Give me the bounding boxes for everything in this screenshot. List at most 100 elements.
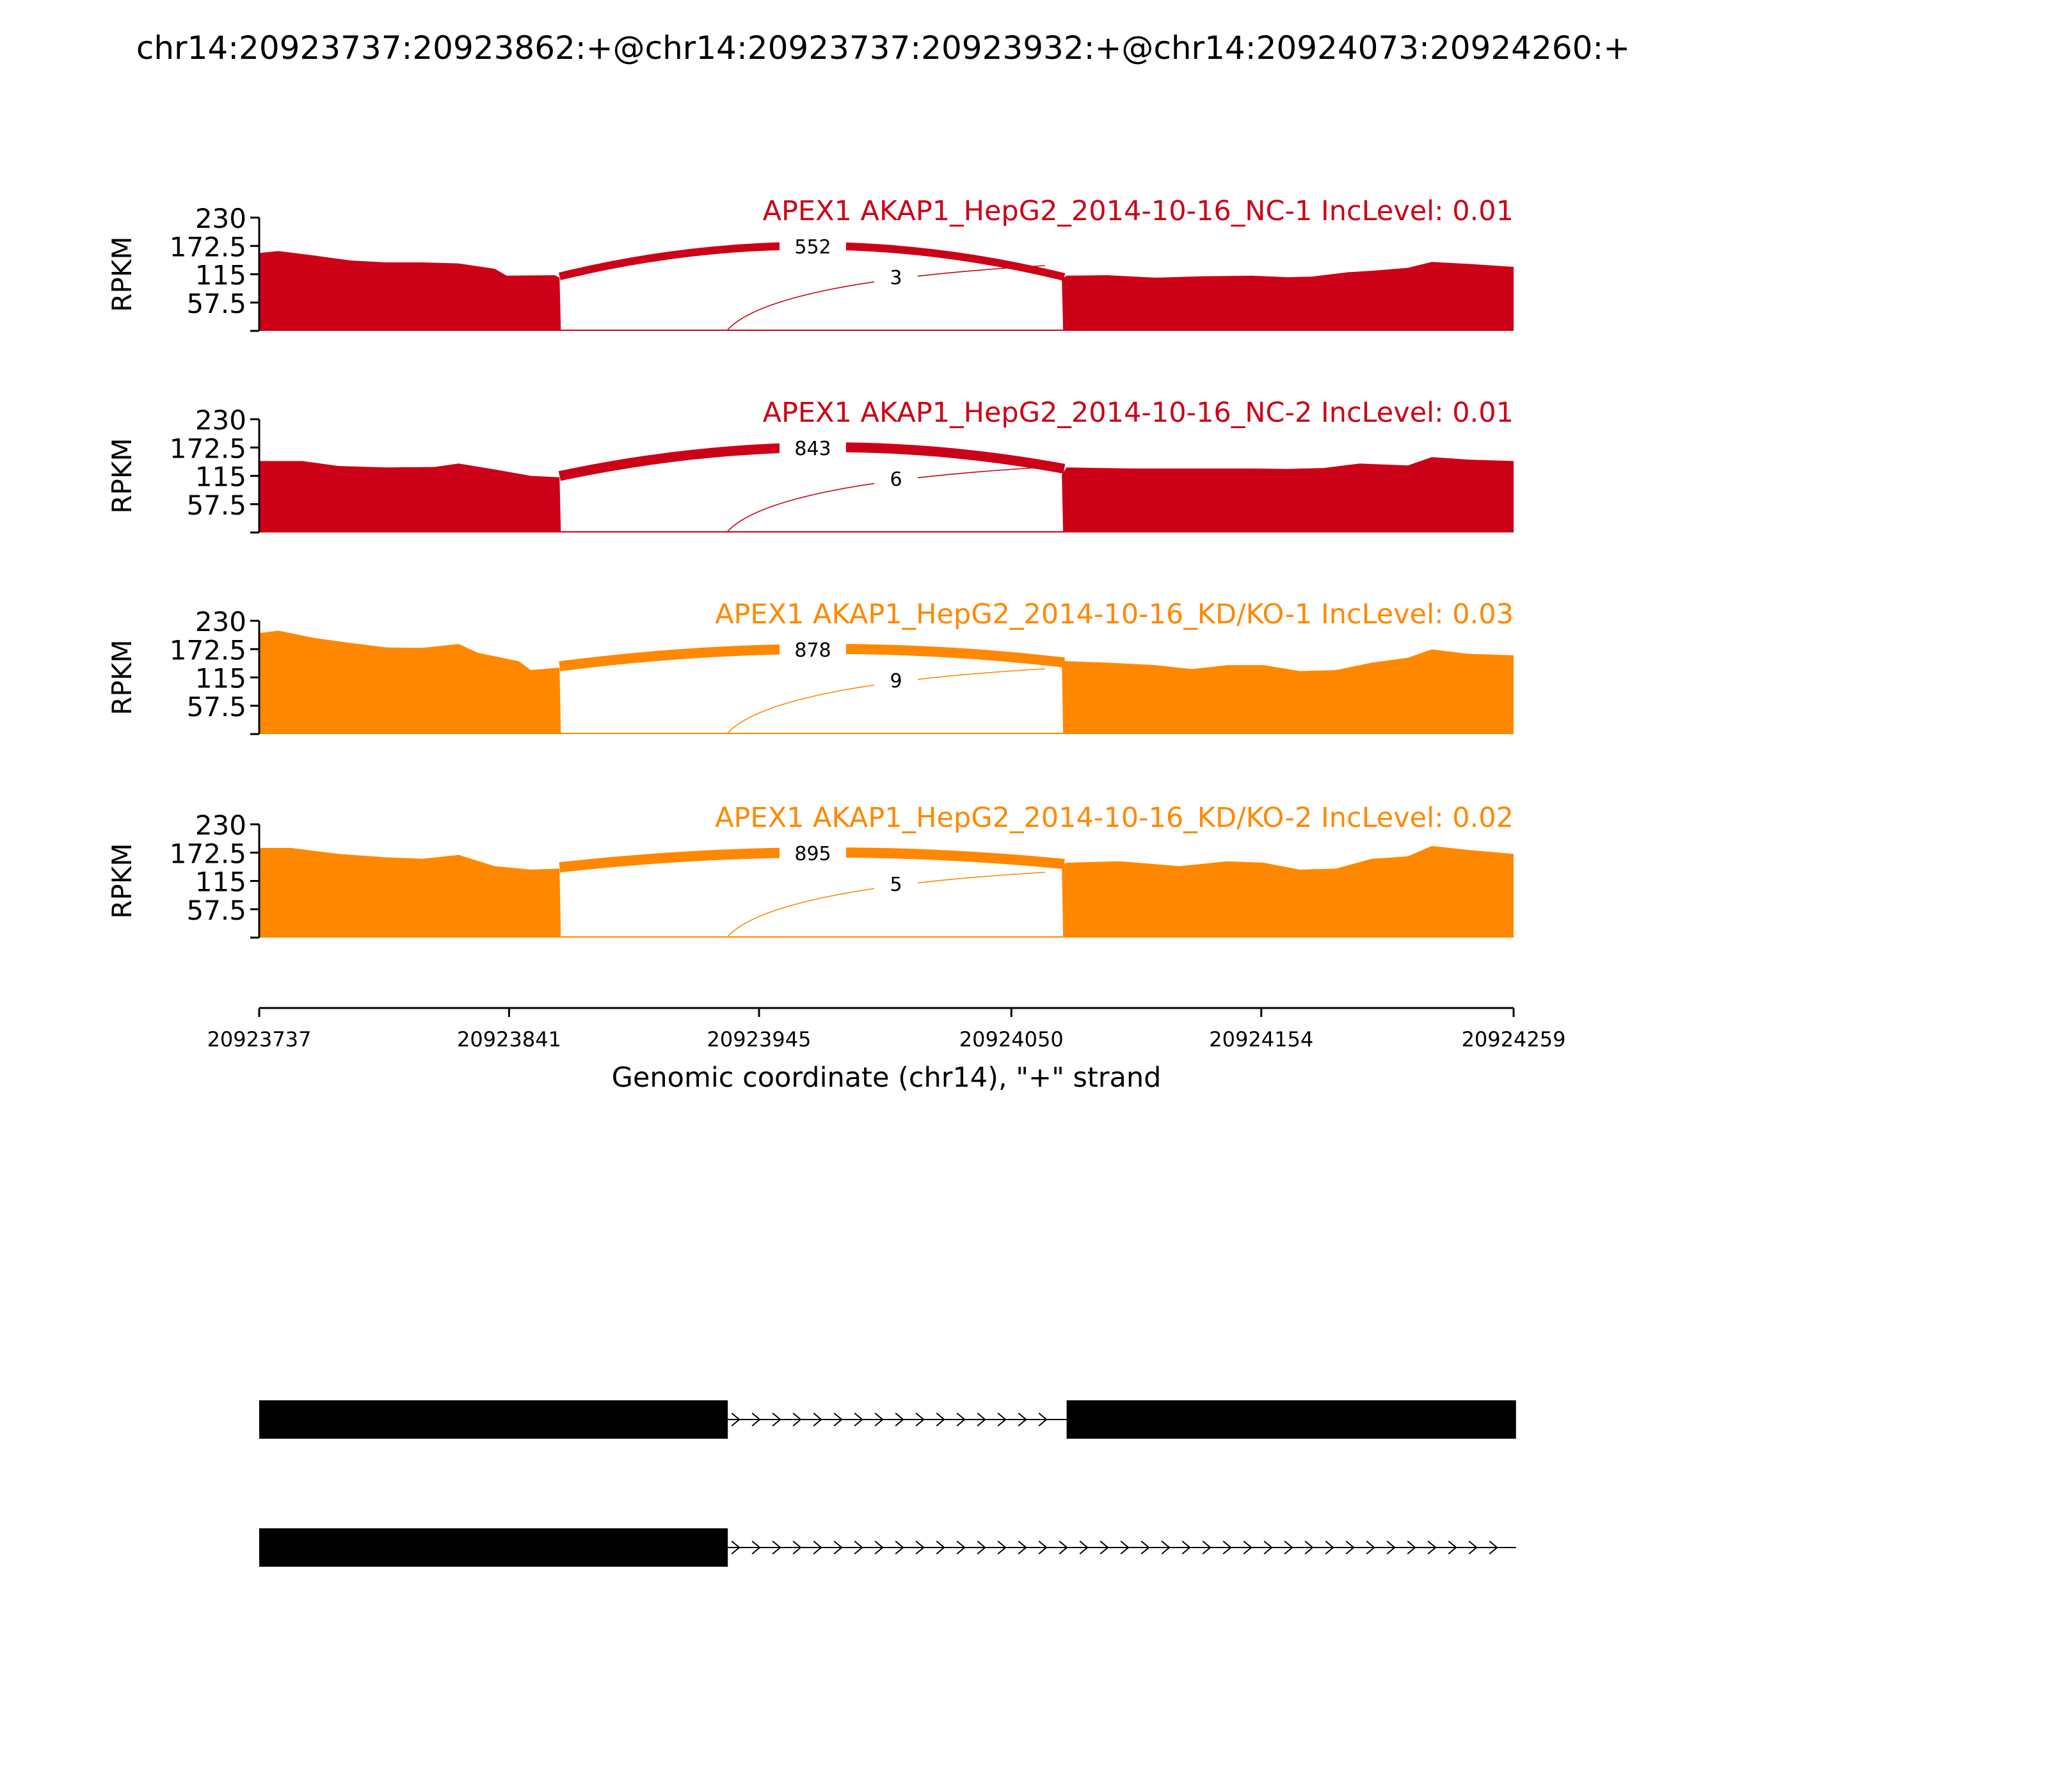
strand-chevron [895,1540,904,1555]
x-tick-label: 20924259 [1462,1027,1566,1052]
strand-chevron [936,1412,945,1427]
strand-chevron [1263,1540,1273,1555]
strand-chevron [997,1540,1007,1555]
strand-chevron [874,1412,884,1427]
strand-chevron [813,1540,822,1555]
strand-chevron [956,1412,966,1427]
strand-chevron [874,1540,884,1555]
strand-chevron [1161,1540,1171,1555]
strand-chevron [915,1540,925,1555]
strand-chevron [1468,1540,1478,1555]
strand-chevron [1059,1540,1068,1555]
x-tick-label: 20923841 [457,1027,561,1052]
strand-chevron [1018,1412,1027,1427]
junction-arc [727,265,1045,330]
strand-chevron [1489,1540,1498,1555]
junction-label: 552 [794,236,831,259]
strand-chevron [1222,1540,1232,1555]
gene-model-2 [259,1528,1516,1567]
y-axis-label: RPKM [106,438,138,513]
junction-label: 895 [794,843,831,865]
strand-chevron [1304,1540,1314,1555]
y-tick-label: 57.5 [186,490,246,521]
junction-label-box [780,840,846,864]
strand-chevron [792,1540,802,1555]
junction-label: 843 [794,438,831,460]
strand-chevron [1427,1540,1437,1555]
y-tick-label: 57.5 [186,895,246,926]
strand-chevron [1100,1540,1109,1555]
strand-chevron [1038,1540,1048,1555]
x-tick-label: 20923945 [707,1027,812,1052]
junction-label-box [874,465,918,490]
y-tick-label: 172.5 [170,634,246,666]
y-tick-label: 57.5 [186,288,246,319]
strand-chevron [792,1412,802,1427]
y-tick-label: 115 [195,663,246,694]
y-tick-label: 230 [195,810,246,841]
junction-arc [727,872,1045,937]
junction-arc [727,668,1045,733]
y-tick-label: 230 [195,203,246,234]
junction-label-box [780,233,846,257]
strand-chevron [936,1540,945,1555]
junction-arc [727,467,1045,532]
strand-chevron [977,1412,986,1427]
strand-chevron [1243,1540,1252,1555]
strand-chevron [731,1540,740,1555]
gene-model-1 [259,1400,1516,1439]
strand-chevron [977,1540,986,1555]
y-tick-label: 57.5 [186,691,246,723]
strand-chevron [895,1412,904,1427]
junction-label: 3 [890,267,902,289]
y-axis-label: RPKM [106,639,138,715]
track-label: APEX1 AKAP1_HepG2_2014-10-16_KD/KO-1 Inc… [715,598,1514,630]
y-tick-label: 230 [195,404,246,436]
strand-chevron [1448,1540,1457,1555]
x-tick-label: 20923737 [207,1027,312,1052]
exon-block [259,1400,728,1439]
junction-label-box [874,264,918,288]
strand-chevron [956,1540,966,1555]
x-axis-label: Genomic coordinate (chr14), "+" strand [612,1062,1162,1094]
x-axis: 20923737 20923841 20923945 20924050 20924154… [207,1007,1566,1094]
junction-label: 878 [794,639,831,662]
strand-chevron [751,1412,761,1427]
strand-chevron [731,1412,740,1427]
y-tick-label: 172.5 [170,231,246,262]
y-axis-label: RPKM [106,236,138,312]
strand-chevron [1202,1540,1212,1555]
strand-chevron [833,1540,843,1555]
strand-chevron [833,1412,843,1427]
strand-chevron [915,1412,925,1427]
coverage-area [259,251,1514,331]
y-tick-label: 115 [195,867,246,898]
strand-chevron [1386,1540,1396,1555]
track-label: APEX1 AKAP1_HepG2_2014-10-16_NC-1 IncLev… [763,195,1514,227]
junction-label-box [780,435,846,459]
junction-label: 6 [890,468,902,491]
strand-chevron [1140,1540,1150,1555]
coverage-area [259,845,1514,938]
strand-chevron [1038,1412,1048,1427]
junction-label: 9 [890,670,902,692]
strand-chevron [854,1412,863,1427]
junction-label-box [780,636,846,660]
junction-label-box [874,870,918,895]
track-label: APEX1 AKAP1_HepG2_2014-10-16_NC-2 IncLev… [763,397,1514,429]
track-label: APEX1 AKAP1_HepG2_2014-10-16_KD/KO-2 Inc… [715,802,1514,834]
strand-chevron [1018,1540,1027,1555]
gene-models [259,1400,1516,1567]
junction-label-box [874,667,918,691]
strand-chevron [772,1540,781,1555]
figure-title: chr14:20923737:20923862:+@chr14:20923737… [136,29,1630,67]
strand-chevron [1366,1540,1375,1555]
strand-chevron [854,1540,863,1555]
strand-chevron [1120,1540,1130,1555]
coverage-area [259,630,1514,734]
